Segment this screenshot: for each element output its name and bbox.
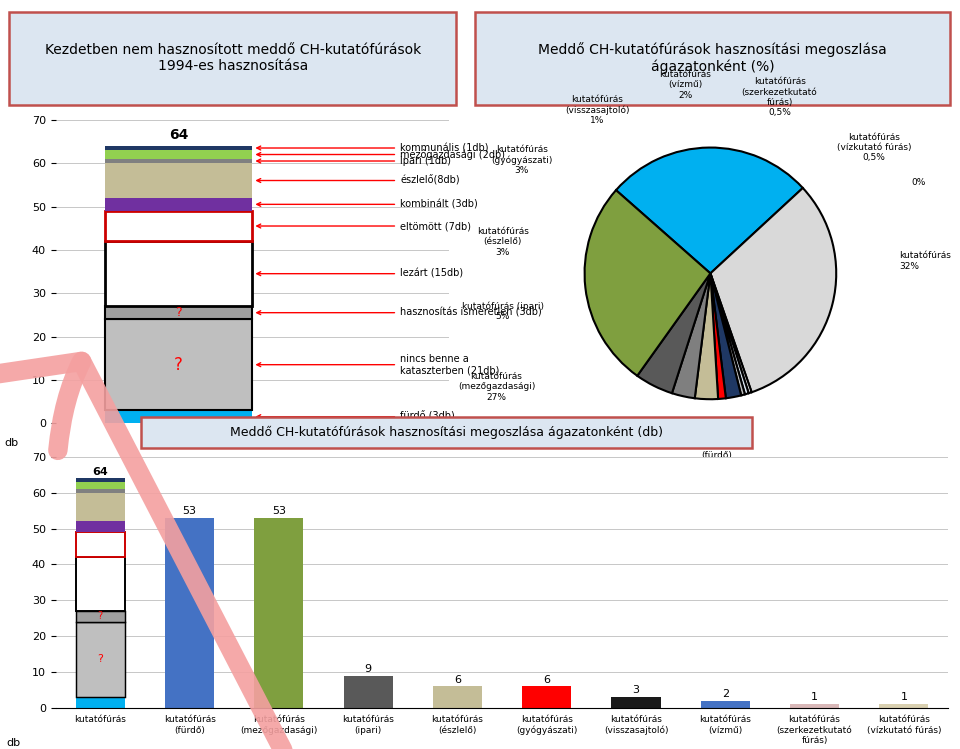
Text: 1: 1 [900, 692, 907, 703]
Wedge shape [710, 273, 752, 393]
Text: nincs benne a
kataszterben (21db): nincs benne a kataszterben (21db) [257, 354, 499, 375]
Wedge shape [710, 273, 726, 399]
Text: hasznosítás ismeretlen (3db): hasznosítás ismeretlen (3db) [257, 308, 541, 318]
Text: kutatófúrás
(szerkezetkutató
fúrás)
0,5%: kutatófúrás (szerkezetkutató fúrás) 0,5% [742, 77, 818, 118]
Text: kutatófúrás
(fürdő)
27%: kutatófúrás (fürdő) 27% [691, 441, 743, 470]
Bar [105, 146, 252, 150]
Bar [105, 163, 252, 198]
Text: lezárt (15db): lezárt (15db) [257, 269, 464, 279]
Text: 6: 6 [543, 675, 550, 685]
Text: 6: 6 [454, 675, 461, 685]
Bar [76, 697, 125, 708]
Bar [76, 493, 125, 521]
Bar [76, 479, 125, 482]
Bar [879, 704, 928, 708]
Wedge shape [637, 273, 710, 393]
Text: kutatófúrás
(vízkutató fúrás)
0,5%: kutatófúrás (vízkutató fúrás) 0,5% [837, 133, 911, 163]
Bar [76, 532, 125, 557]
Bar [612, 697, 660, 708]
Text: mezőgazdasági (2db): mezőgazdasági (2db) [257, 149, 505, 160]
Wedge shape [710, 273, 741, 398]
Text: eltömött (7db): eltömött (7db) [257, 221, 471, 231]
Text: 64: 64 [169, 128, 188, 142]
Wedge shape [616, 148, 803, 273]
Text: kutatófúrás
(vízmű)
2%: kutatófúrás (vízmű) 2% [660, 70, 711, 100]
Wedge shape [710, 188, 836, 392]
Text: 53: 53 [182, 506, 197, 516]
Text: kommunális (1db): kommunális (1db) [257, 143, 489, 153]
Bar [76, 482, 125, 489]
Text: fürdő (3db): fürdő (3db) [257, 411, 455, 422]
Bar [105, 159, 252, 163]
Text: 2: 2 [722, 689, 729, 699]
Text: Meddő CH-kutatófúrások hasznosítási megoszlása
ágazatonként (%): Meddő CH-kutatófúrások hasznosítási mego… [539, 42, 887, 74]
Bar [105, 150, 252, 159]
Bar [76, 489, 125, 493]
Bar [254, 518, 303, 708]
Bar [105, 319, 252, 410]
Text: kutatófúrás
(mezőgazdasági)
27%: kutatófúrás (mezőgazdasági) 27% [458, 372, 535, 401]
Text: db: db [5, 438, 18, 449]
Bar [76, 611, 125, 622]
Text: 1: 1 [811, 692, 818, 703]
Bar [522, 686, 571, 708]
Bar [790, 704, 839, 708]
Bar [76, 622, 125, 697]
Wedge shape [695, 273, 718, 399]
Bar [105, 241, 252, 306]
Wedge shape [585, 190, 710, 376]
Text: Kezdetben nem hasznosított meddő CH-kutatófúrások
1994-es hasznosítása: Kezdetben nem hasznosított meddő CH-kuta… [45, 43, 420, 73]
Bar [76, 557, 125, 611]
Wedge shape [710, 273, 745, 395]
Text: ?: ? [97, 655, 104, 664]
Text: ?: ? [175, 356, 183, 374]
Text: db: db [7, 738, 21, 748]
Text: észlelő(8db): észlelő(8db) [257, 175, 460, 186]
Text: ?: ? [176, 306, 182, 319]
Text: Meddő CH-kutatófúrások hasznosítási megoszlása ágazatonként (db): Meddő CH-kutatófúrások hasznosítási mego… [229, 426, 663, 439]
Bar [76, 521, 125, 532]
Bar [165, 518, 214, 708]
Text: kutatófúrás
32%: kutatófúrás 32% [900, 251, 951, 270]
Bar [105, 306, 252, 319]
Bar [344, 676, 393, 708]
Bar [433, 686, 482, 708]
Text: 3: 3 [633, 685, 639, 695]
Text: kutatófúrás
(gyógyászati)
3%: kutatófúrás (gyógyászati) 3% [491, 145, 552, 175]
Text: kutatófúrás
(visszasajtoló)
1%: kutatófúrás (visszasajtoló) 1% [564, 94, 630, 125]
Text: kombinált (3db): kombinált (3db) [257, 199, 478, 209]
Text: ?: ? [98, 611, 103, 622]
Bar [105, 211, 252, 241]
Bar [701, 700, 750, 708]
Text: 9: 9 [365, 664, 372, 674]
Text: 53: 53 [272, 506, 286, 516]
Text: 64: 64 [92, 467, 108, 476]
Bar [105, 410, 252, 423]
Bar [105, 198, 252, 211]
Text: kutatófúrás
(észlelő)
3%: kutatófúrás (észlelő) 3% [477, 227, 529, 257]
Text: kutatófúrás (ipari)
5%: kutatófúrás (ipari) 5% [462, 301, 543, 321]
Wedge shape [672, 273, 710, 398]
Wedge shape [710, 273, 749, 395]
Text: ipari (1db): ipari (1db) [257, 156, 451, 166]
Text: 0%: 0% [912, 178, 926, 187]
